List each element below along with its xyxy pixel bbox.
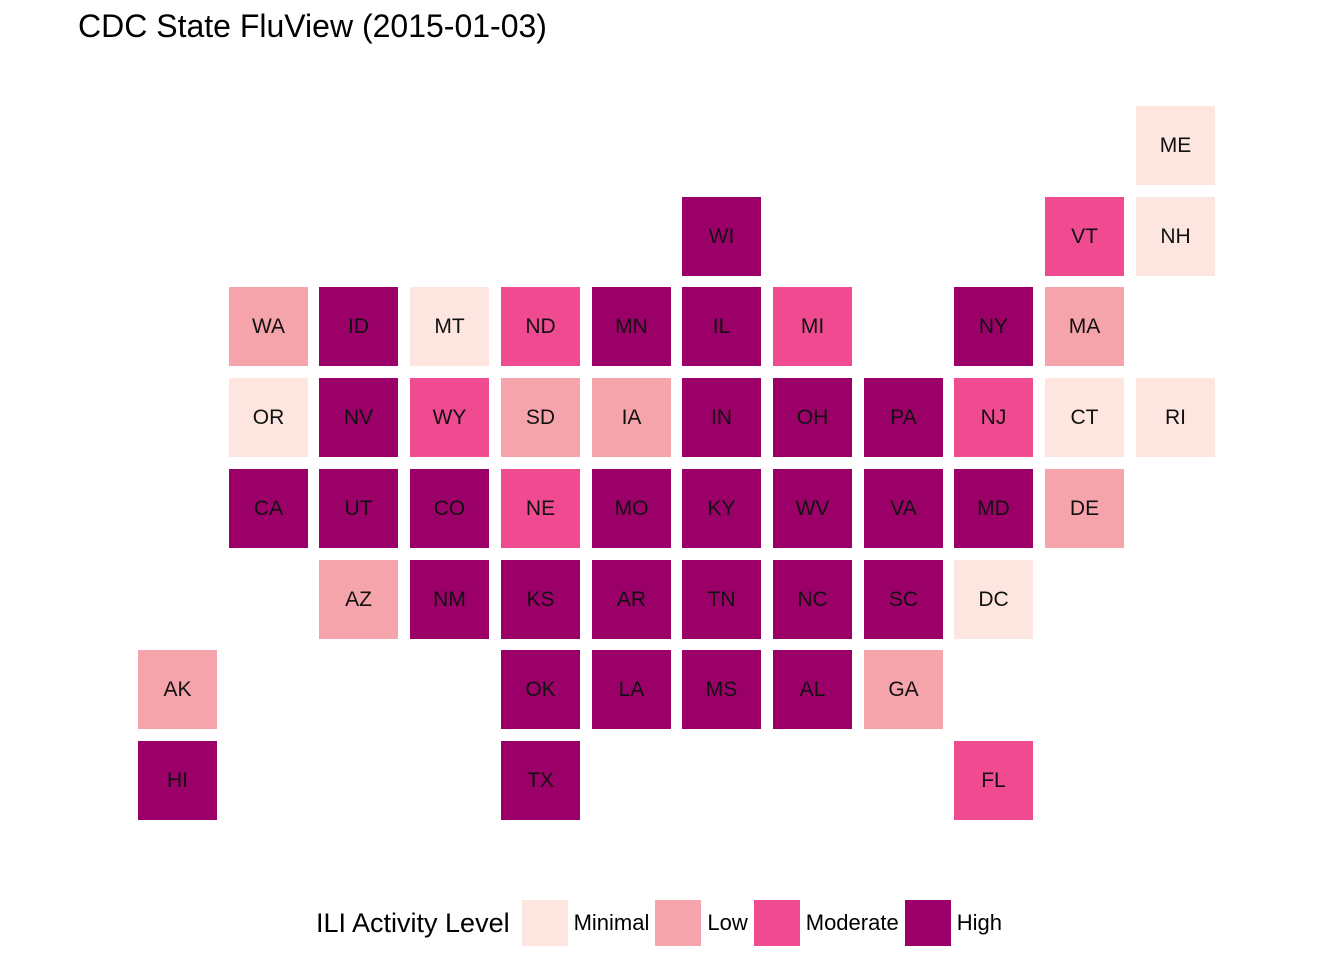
state-tile-il: IL <box>682 287 761 366</box>
state-tile-dc: DC <box>954 560 1033 639</box>
chart-title: CDC State FluView (2015-01-03) <box>78 8 547 44</box>
state-tile-id: ID <box>319 287 398 366</box>
state-tile-vt: VT <box>1045 197 1124 276</box>
state-tile-in: IN <box>682 378 761 457</box>
state-tile-ky: KY <box>682 469 761 548</box>
legend-key-low: Low <box>655 900 748 946</box>
state-tile-nc: NC <box>773 560 852 639</box>
legend-swatch-high <box>904 900 951 946</box>
state-tile-wi: WI <box>682 197 761 276</box>
state-tile-ma: MA <box>1045 287 1124 366</box>
state-tile-ms: MS <box>682 650 761 729</box>
legend-swatch-moderate <box>753 900 800 946</box>
state-tile-ga: GA <box>864 650 943 729</box>
state-tile-oh: OH <box>773 378 852 457</box>
legend-swatch-low <box>655 900 702 946</box>
state-tile-nm: NM <box>410 560 489 639</box>
state-tile-ca: CA <box>229 469 308 548</box>
legend-key-high: High <box>904 900 1002 946</box>
state-tile-al: AL <box>773 650 852 729</box>
state-tile-fl: FL <box>954 741 1033 820</box>
legend-label-high: High <box>956 910 1002 935</box>
legend-title: ILI Activity Level <box>316 907 510 938</box>
state-tile-ia: IA <box>592 378 671 457</box>
state-tile-ny: NY <box>954 287 1033 366</box>
state-tile-tx: TX <box>501 741 580 820</box>
state-tile-co: CO <box>410 469 489 548</box>
state-tile-ar: AR <box>592 560 671 639</box>
legend-keys: Minimal Low Moderate High <box>521 900 1008 946</box>
state-tile-pa: PA <box>864 378 943 457</box>
state-tile-ks: KS <box>501 560 580 639</box>
state-tile-mt: MT <box>410 287 489 366</box>
state-tile-md: MD <box>954 469 1033 548</box>
legend-swatch-minimal <box>521 900 568 946</box>
state-tile-sd: SD <box>501 378 580 457</box>
state-tile-nv: NV <box>319 378 398 457</box>
state-tile-la: LA <box>592 650 671 729</box>
legend-label-moderate: Moderate <box>805 910 899 935</box>
state-tile-ok: OK <box>501 650 580 729</box>
state-tile-grid: ME WI VT NH WA ID MT ND MN IL MI NY MA OR NV WY SD IA IN OH… <box>138 106 1215 820</box>
state-tile-mo: MO <box>592 469 671 548</box>
state-tile-de: DE <box>1045 469 1124 548</box>
state-tile-sc: SC <box>864 560 943 639</box>
state-tile-ut: UT <box>319 469 398 548</box>
legend-label-low: Low <box>707 910 748 935</box>
state-tile-mn: MN <box>592 287 671 366</box>
state-tile-nd: ND <box>501 287 580 366</box>
state-tile-ak: AK <box>138 650 217 729</box>
state-tile-va: VA <box>864 469 943 548</box>
state-tile-ri: RI <box>1136 378 1215 457</box>
state-tile-az: AZ <box>319 560 398 639</box>
state-tile-hi: HI <box>138 741 217 820</box>
state-tile-mi: MI <box>773 287 852 366</box>
state-tile-or: OR <box>229 378 308 457</box>
legend-key-minimal: Minimal <box>521 900 650 946</box>
state-tile-nh: NH <box>1136 197 1215 276</box>
legend-key-moderate: Moderate <box>753 900 899 946</box>
state-tile-me: ME <box>1136 106 1215 185</box>
legend: ILI Activity Level Minimal Low Moderate Hig… <box>316 900 1008 946</box>
state-tile-ct: CT <box>1045 378 1124 457</box>
legend-label-minimal: Minimal <box>573 910 650 935</box>
state-tile-nj: NJ <box>954 378 1033 457</box>
state-tile-tn: TN <box>682 560 761 639</box>
state-tile-wa: WA <box>229 287 308 366</box>
state-tile-wy: WY <box>410 378 489 457</box>
state-tile-ne: NE <box>501 469 580 548</box>
state-tile-wv: WV <box>773 469 852 548</box>
